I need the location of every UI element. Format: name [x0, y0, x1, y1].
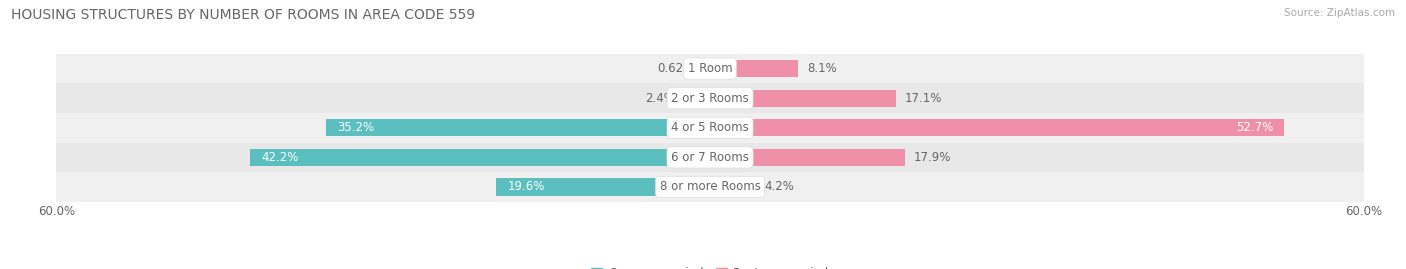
- Bar: [703, 60, 710, 77]
- Text: 8 or more Rooms: 8 or more Rooms: [659, 180, 761, 193]
- Bar: [56, 143, 1364, 172]
- Bar: [496, 178, 710, 196]
- Bar: [710, 60, 799, 77]
- Text: Source: ZipAtlas.com: Source: ZipAtlas.com: [1284, 8, 1395, 18]
- Bar: [56, 172, 1364, 202]
- Bar: [710, 90, 897, 107]
- Text: 2.4%: 2.4%: [645, 92, 675, 105]
- Bar: [56, 54, 1364, 83]
- Bar: [710, 178, 756, 196]
- Text: 17.9%: 17.9%: [914, 151, 952, 164]
- Text: HOUSING STRUCTURES BY NUMBER OF ROOMS IN AREA CODE 559: HOUSING STRUCTURES BY NUMBER OF ROOMS IN…: [11, 8, 475, 22]
- Text: 52.7%: 52.7%: [1236, 121, 1274, 134]
- Bar: [250, 149, 710, 166]
- Bar: [326, 119, 710, 136]
- Text: 19.6%: 19.6%: [508, 180, 544, 193]
- Text: 4.2%: 4.2%: [765, 180, 794, 193]
- Text: 17.1%: 17.1%: [905, 92, 942, 105]
- Bar: [683, 90, 710, 107]
- Bar: [710, 119, 1284, 136]
- Text: 35.2%: 35.2%: [337, 121, 374, 134]
- Bar: [56, 113, 1364, 143]
- Text: 4 or 5 Rooms: 4 or 5 Rooms: [671, 121, 749, 134]
- Text: 6 or 7 Rooms: 6 or 7 Rooms: [671, 151, 749, 164]
- Legend: Owner-occupied, Renter-occupied: Owner-occupied, Renter-occupied: [586, 262, 834, 269]
- Bar: [710, 149, 905, 166]
- Text: 0.62%: 0.62%: [658, 62, 695, 75]
- Text: 1 Room: 1 Room: [688, 62, 733, 75]
- Bar: [56, 83, 1364, 113]
- Text: 8.1%: 8.1%: [807, 62, 837, 75]
- Text: 42.2%: 42.2%: [262, 151, 298, 164]
- Text: 2 or 3 Rooms: 2 or 3 Rooms: [671, 92, 749, 105]
